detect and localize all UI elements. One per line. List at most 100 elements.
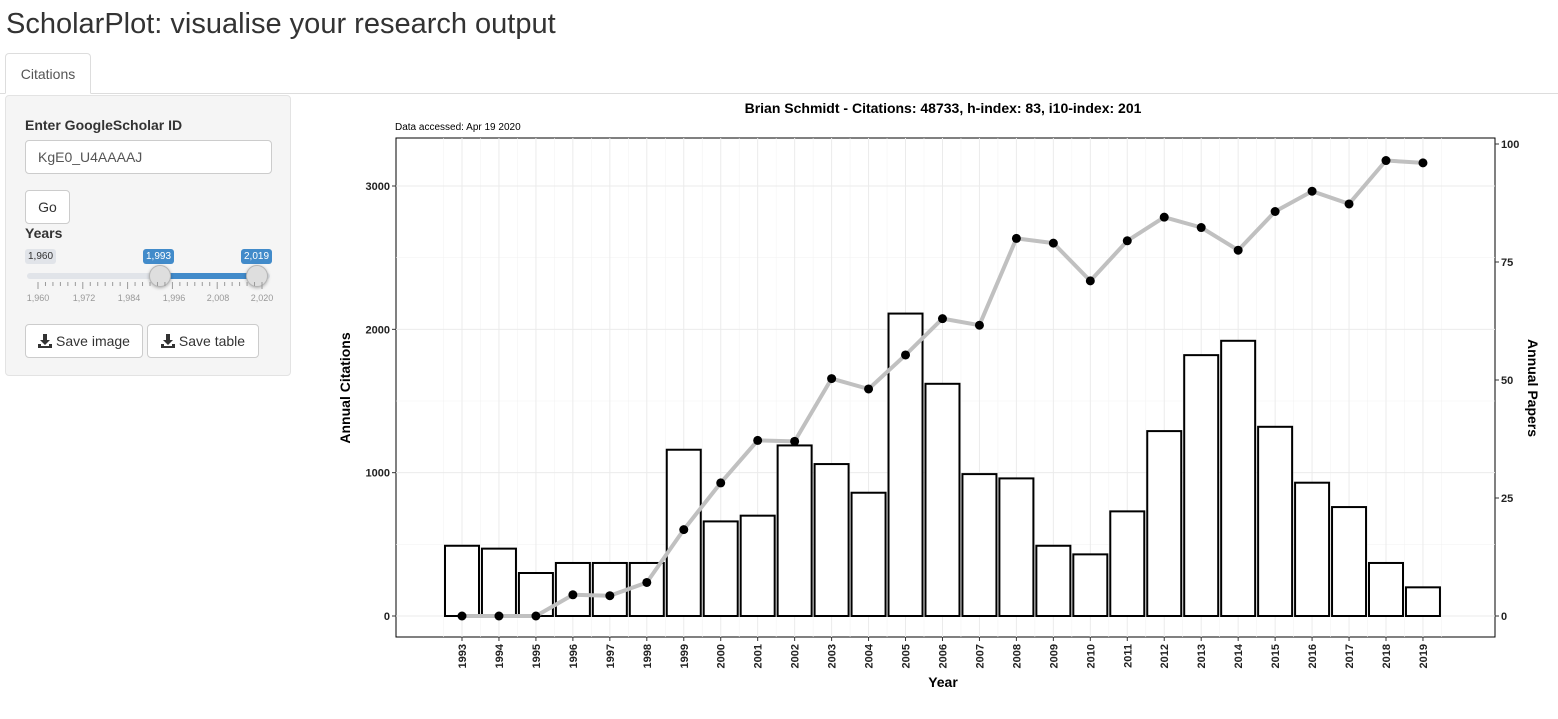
save-image-button[interactable]: Save image: [25, 324, 143, 358]
y2-tick-label: 0: [1501, 611, 1507, 623]
bar-2009: [1035, 544, 1072, 617]
y-tick-label: 3000: [366, 181, 390, 193]
slider-tick-label: 2,008: [206, 293, 230, 303]
x-tick-label: 2013: [1196, 644, 1208, 668]
x-tick-label: 1997: [605, 644, 617, 668]
papers-point-2012: [1159, 212, 1169, 222]
bar-2007: [961, 473, 998, 617]
chart-title: Brian Schmidt - Citations: 48733, h-inde…: [745, 100, 1142, 116]
y-tick-label: 1000: [366, 468, 390, 480]
x-tick-label: 1994: [494, 643, 506, 668]
bar-2011: [1109, 510, 1146, 617]
bar-1998: [628, 561, 665, 618]
bar-2003: [813, 463, 850, 618]
papers-point-2017: [1344, 199, 1354, 209]
tab-bar-divider: [0, 93, 1558, 94]
papers-point-2003: [827, 374, 837, 384]
x-tick-label: 2010: [1085, 644, 1097, 668]
papers-point-2016: [1307, 186, 1317, 196]
papers-point-1995: [531, 611, 541, 621]
papers-point-2005: [901, 350, 911, 360]
slider-tick-label: 2,020: [250, 293, 274, 303]
bar-1994: [480, 547, 517, 617]
y2-tick-label: 75: [1501, 257, 1513, 269]
papers-point-2013: [1196, 223, 1206, 233]
y-axis-label: Annual Citations: [337, 332, 353, 443]
papers-point-2000: [716, 478, 726, 488]
x-tick-label: 2004: [864, 643, 876, 668]
papers-point-1994: [494, 611, 504, 621]
y2-tick-label: 25: [1501, 493, 1513, 505]
bar-2018: [1368, 561, 1404, 618]
x-tick-label: 1999: [679, 644, 691, 668]
x-tick-label: 2003: [827, 644, 839, 668]
bar-1996: [554, 561, 591, 618]
x-tick-label: 1993: [457, 644, 469, 668]
citations-chart: 0 1000 2000 3000 0 25 50 75 100 1993 1994 1995 199…: [337, 100, 1541, 690]
slider-to-label: 2,019: [241, 249, 273, 264]
papers-point-2008: [1011, 233, 1021, 243]
y-tick-label: 0: [384, 611, 390, 623]
x-tick-label: 2005: [901, 644, 913, 668]
chart-subtitle: Data accessed: Apr 19 2020: [395, 122, 521, 133]
bar-1993: [444, 544, 480, 617]
x-tick-label: 1995: [531, 644, 543, 668]
slider-from-handle[interactable]: [149, 265, 171, 287]
slider-to-handle[interactable]: [246, 265, 268, 287]
papers-point-2019: [1418, 158, 1428, 168]
x-tick-label: 2017: [1344, 644, 1356, 668]
x-tick-label: 2001: [753, 644, 765, 668]
save-table-button[interactable]: Save table: [147, 324, 259, 358]
save-table-label: Save table: [178, 333, 246, 349]
x-tick-label: 1998: [642, 644, 654, 668]
papers-point-2015: [1270, 206, 1280, 216]
bar-2001: [739, 514, 776, 617]
years-slider-track[interactable]: [27, 273, 270, 279]
scholar-id-input[interactable]: [25, 140, 272, 174]
id-label: Enter GoogleScholar ID: [25, 117, 183, 133]
x-tick-label: 2018: [1381, 644, 1393, 668]
download-icon: [38, 334, 53, 348]
papers-point-1998: [642, 577, 652, 587]
save-image-label: Save image: [56, 333, 130, 349]
y-tick-label: 2000: [366, 324, 390, 336]
x-tick-label: 2019: [1418, 644, 1430, 668]
bar-2014: [1220, 339, 1257, 618]
x-tick-label: 2000: [716, 644, 728, 668]
x-tick-label: 2002: [790, 644, 802, 668]
bar-2013: [1183, 354, 1220, 617]
y2-tick-label: 100: [1501, 139, 1519, 151]
papers-point-2002: [790, 436, 800, 446]
download-icon: [160, 334, 175, 348]
tab-citations[interactable]: Citations: [5, 53, 91, 94]
x-tick-label: 1996: [568, 644, 580, 668]
x-tick-label: 2011: [1122, 644, 1134, 668]
bar-2017: [1331, 506, 1368, 618]
papers-point-1996: [568, 590, 578, 600]
x-tick-label: 2007: [974, 644, 986, 668]
years-slider-range: [160, 273, 257, 279]
bar-2006: [924, 382, 961, 617]
papers-point-1993: [457, 611, 467, 621]
slider-tick-label: 1,960: [26, 293, 50, 303]
papers-point-1999: [679, 525, 689, 535]
bar-2012: [1146, 430, 1183, 617]
slider-min-label: 1,960: [25, 249, 57, 264]
app-title: ScholarPlot: visualise your research out…: [6, 8, 556, 40]
bar-2002: [776, 444, 813, 617]
slider-tick-marks: [37, 282, 263, 289]
papers-point-2004: [864, 384, 874, 394]
papers-point-2007: [974, 320, 984, 330]
bar-1997: [591, 561, 628, 618]
x-tick-label: 2012: [1159, 644, 1171, 668]
years-label: Years: [25, 225, 63, 241]
slider-tick-label: 1,996: [162, 293, 186, 303]
go-button[interactable]: Go: [25, 190, 70, 224]
x-tick-label: 2016: [1307, 644, 1319, 668]
x-tick-label: 2015: [1270, 644, 1282, 668]
papers-point-2011: [1122, 236, 1132, 246]
papers-point-2018: [1381, 156, 1391, 166]
slider-tick-label: 1,972: [72, 293, 96, 303]
slider-tick-label: 1,984: [117, 293, 141, 303]
bar-2019: [1404, 586, 1441, 618]
